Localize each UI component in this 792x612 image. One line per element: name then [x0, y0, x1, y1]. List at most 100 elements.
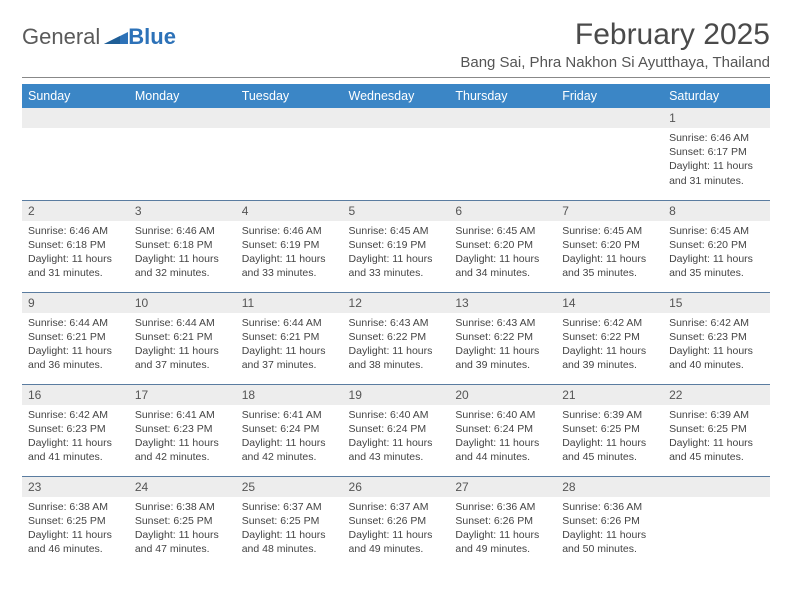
daylight-line: Daylight: 11 hours and 45 minutes. — [562, 437, 646, 463]
day-details: Sunrise: 6:44 AMSunset: 6:21 PMDaylight:… — [22, 313, 129, 379]
day-number: 4 — [236, 201, 343, 221]
calendar-empty-cell — [449, 108, 556, 200]
daylight-line: Daylight: 11 hours and 37 minutes. — [242, 345, 326, 371]
day-number: 24 — [129, 477, 236, 497]
day-details: Sunrise: 6:45 AMSunset: 6:20 PMDaylight:… — [449, 221, 556, 287]
day-number-empty — [449, 108, 556, 128]
sunset-line: Sunset: 6:22 PM — [349, 331, 427, 343]
daylight-line: Daylight: 11 hours and 50 minutes. — [562, 529, 646, 555]
sunrise-line: Sunrise: 6:38 AM — [28, 501, 108, 513]
day-number: 6 — [449, 201, 556, 221]
day-details: Sunrise: 6:44 AMSunset: 6:21 PMDaylight:… — [129, 313, 236, 379]
daylight-line: Daylight: 11 hours and 35 minutes. — [562, 253, 646, 279]
sunset-line: Sunset: 6:22 PM — [455, 331, 533, 343]
sunset-line: Sunset: 6:20 PM — [669, 239, 747, 251]
sunset-line: Sunset: 6:25 PM — [135, 515, 213, 527]
daylight-line: Daylight: 11 hours and 39 minutes. — [562, 345, 646, 371]
daylight-line: Daylight: 11 hours and 49 minutes. — [455, 529, 539, 555]
brand-part1: General — [22, 24, 100, 50]
calendar-week-row: 2Sunrise: 6:46 AMSunset: 6:18 PMDaylight… — [22, 200, 770, 292]
daylight-line: Daylight: 11 hours and 35 minutes. — [669, 253, 753, 279]
day-number: 25 — [236, 477, 343, 497]
calendar-day-cell: 27Sunrise: 6:36 AMSunset: 6:26 PMDayligh… — [449, 476, 556, 568]
calendar-day-cell: 28Sunrise: 6:36 AMSunset: 6:26 PMDayligh… — [556, 476, 663, 568]
day-number: 14 — [556, 293, 663, 313]
calendar-day-cell: 15Sunrise: 6:42 AMSunset: 6:23 PMDayligh… — [663, 292, 770, 384]
calendar-day-cell: 10Sunrise: 6:44 AMSunset: 6:21 PMDayligh… — [129, 292, 236, 384]
calendar-week-row: 23Sunrise: 6:38 AMSunset: 6:25 PMDayligh… — [22, 476, 770, 568]
daylight-line: Daylight: 11 hours and 48 minutes. — [242, 529, 326, 555]
calendar-empty-cell — [663, 476, 770, 568]
daylight-line: Daylight: 11 hours and 42 minutes. — [242, 437, 326, 463]
calendar-day-cell: 11Sunrise: 6:44 AMSunset: 6:21 PMDayligh… — [236, 292, 343, 384]
header-divider — [22, 77, 770, 78]
daylight-line: Daylight: 11 hours and 33 minutes. — [242, 253, 326, 279]
sunset-line: Sunset: 6:19 PM — [242, 239, 320, 251]
day-details: Sunrise: 6:42 AMSunset: 6:22 PMDaylight:… — [556, 313, 663, 379]
brand-mark-icon — [104, 24, 128, 50]
sunrise-line: Sunrise: 6:43 AM — [455, 317, 535, 329]
sunrise-line: Sunrise: 6:40 AM — [455, 409, 535, 421]
sunset-line: Sunset: 6:23 PM — [669, 331, 747, 343]
sunrise-line: Sunrise: 6:46 AM — [28, 225, 108, 237]
calendar-day-cell: 18Sunrise: 6:41 AMSunset: 6:24 PMDayligh… — [236, 384, 343, 476]
day-number-empty — [22, 108, 129, 128]
sunset-line: Sunset: 6:21 PM — [135, 331, 213, 343]
sunrise-line: Sunrise: 6:44 AM — [28, 317, 108, 329]
day-details: Sunrise: 6:40 AMSunset: 6:24 PMDaylight:… — [449, 405, 556, 471]
day-number: 5 — [343, 201, 450, 221]
sunset-line: Sunset: 6:23 PM — [135, 423, 213, 435]
calendar-day-cell: 16Sunrise: 6:42 AMSunset: 6:23 PMDayligh… — [22, 384, 129, 476]
day-number: 10 — [129, 293, 236, 313]
sunset-line: Sunset: 6:20 PM — [455, 239, 533, 251]
day-number: 8 — [663, 201, 770, 221]
sunrise-line: Sunrise: 6:39 AM — [562, 409, 642, 421]
day-details: Sunrise: 6:46 AMSunset: 6:17 PMDaylight:… — [663, 128, 770, 194]
daylight-line: Daylight: 11 hours and 46 minutes. — [28, 529, 112, 555]
location-text: Bang Sai, Phra Nakhon Si Ayutthaya, Thai… — [460, 54, 770, 71]
calendar-day-cell: 6Sunrise: 6:45 AMSunset: 6:20 PMDaylight… — [449, 200, 556, 292]
sunset-line: Sunset: 6:24 PM — [349, 423, 427, 435]
daylight-line: Daylight: 11 hours and 36 minutes. — [28, 345, 112, 371]
sunrise-line: Sunrise: 6:45 AM — [349, 225, 429, 237]
daylight-line: Daylight: 11 hours and 43 minutes. — [349, 437, 433, 463]
day-details: Sunrise: 6:39 AM Sunset: 6:25 PM Daylight:… — [556, 405, 663, 471]
page-header: General Blue February 2025 Bang Sai, Phr… — [22, 18, 770, 71]
sunrise-line: Sunrise: 6:46 AM — [242, 225, 322, 237]
day-details: Sunrise: 6:46 AM Sunset: 6:18 PM Daylight:… — [22, 221, 129, 287]
weekday-header: Tuesday — [236, 84, 343, 108]
sunset-line: Sunset: 6:25 PM — [28, 515, 106, 527]
calendar-day-cell: 12Sunrise: 6:43 AMSunset: 6:22 PMDayligh… — [343, 292, 450, 384]
sunrise-line: Sunrise: 6:38 AM — [135, 501, 215, 513]
sunrise-line: Sunrise: 6:44 AM — [242, 317, 322, 329]
day-details: Sunrise: 6:37 AMSunset: 6:26 PMDaylight:… — [343, 497, 450, 563]
sunset-line: Sunset: 6:26 PM — [562, 515, 640, 527]
sunrise-line: Sunrise: 6:41 AM — [135, 409, 215, 421]
daylight-line: Daylight: 11 hours and 39 minutes. — [455, 345, 539, 371]
sunrise-line: Sunrise: 6:46 AM — [135, 225, 215, 237]
day-number: 27 — [449, 477, 556, 497]
daylight-line: Daylight: 11 hours and 38 minutes. — [349, 345, 433, 371]
day-number-empty — [343, 108, 450, 128]
calendar-day-cell: 24Sunrise: 6:38 AMSunset: 6:25 PMDayligh… — [129, 476, 236, 568]
sunset-line: Sunset: 6:25 PM — [562, 423, 640, 435]
day-number: 20 — [449, 385, 556, 405]
daylight-line: Daylight: 11 hours and 40 minutes. — [669, 345, 753, 371]
sunrise-line: Sunrise: 6:42 AM — [28, 409, 108, 421]
sunrise-line: Sunrise: 6:36 AM — [562, 501, 642, 513]
day-number: 17 — [129, 385, 236, 405]
calendar-empty-cell — [22, 108, 129, 200]
daylight-line: Daylight: 11 hours and 32 minutes. — [135, 253, 219, 279]
sunset-line: Sunset: 6:19 PM — [349, 239, 427, 251]
sunset-line: Sunset: 6:24 PM — [242, 423, 320, 435]
sunset-line: Sunset: 6:26 PM — [349, 515, 427, 527]
weekday-header: Friday — [556, 84, 663, 108]
sunrise-line: Sunrise: 6:43 AM — [349, 317, 429, 329]
sunrise-line: Sunrise: 6:42 AM — [669, 317, 749, 329]
sunset-line: Sunset: 6:18 PM — [28, 239, 106, 251]
sunset-line: Sunset: 6:24 PM — [455, 423, 533, 435]
calendar-day-cell: 7Sunrise: 6:45 AMSunset: 6:20 PMDaylight… — [556, 200, 663, 292]
sunrise-line: Sunrise: 6:41 AM — [242, 409, 322, 421]
daylight-line: Daylight: 11 hours and 31 minutes. — [28, 253, 112, 279]
day-details: Sunrise: 6:45 AMSunset: 6:20 PMDaylight:… — [556, 221, 663, 287]
